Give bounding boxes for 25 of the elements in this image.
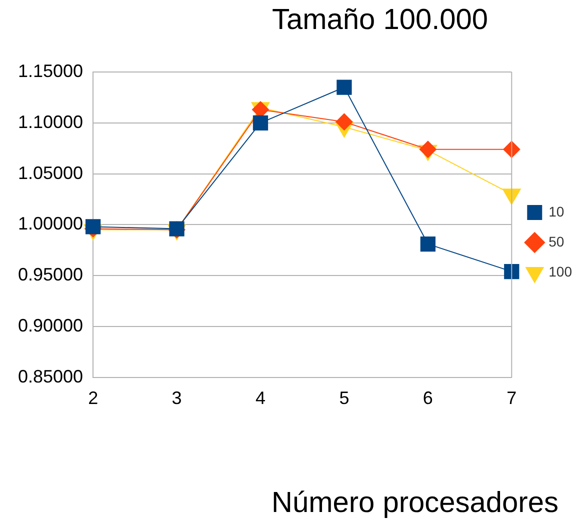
x-tick-label: 3 xyxy=(172,388,182,408)
point xyxy=(336,80,352,95)
y-tick-label: 0.95000 xyxy=(18,264,84,285)
point xyxy=(420,236,436,252)
x-tick-label: 7 xyxy=(506,388,517,408)
y-tick-label: 1.05000 xyxy=(18,162,84,183)
x-tick-label: 6 xyxy=(422,388,433,408)
x-tick-label: 2 xyxy=(88,388,98,408)
x-tick-label: 5 xyxy=(339,388,350,408)
point xyxy=(85,219,101,234)
point xyxy=(336,113,353,130)
legend-label: 10 xyxy=(548,203,564,220)
y-tick-label: 1.00000 xyxy=(18,214,84,234)
x-tick-label: 4 xyxy=(255,388,266,408)
y-tick-label: 0.90000 xyxy=(18,315,84,336)
point xyxy=(419,140,436,158)
legend-label: 50 xyxy=(548,233,564,250)
point xyxy=(504,264,520,280)
x-axis-title: Número procesadores xyxy=(270,487,560,520)
y-tick-label: 0.85000 xyxy=(18,366,84,386)
chart-title: Tamaño 100.000 xyxy=(270,4,490,37)
y-tick-label: 1.10000 xyxy=(18,112,84,132)
point xyxy=(252,115,268,130)
y-tick-label: 1.15000 xyxy=(18,60,84,81)
legend-label: 100 xyxy=(548,263,572,280)
